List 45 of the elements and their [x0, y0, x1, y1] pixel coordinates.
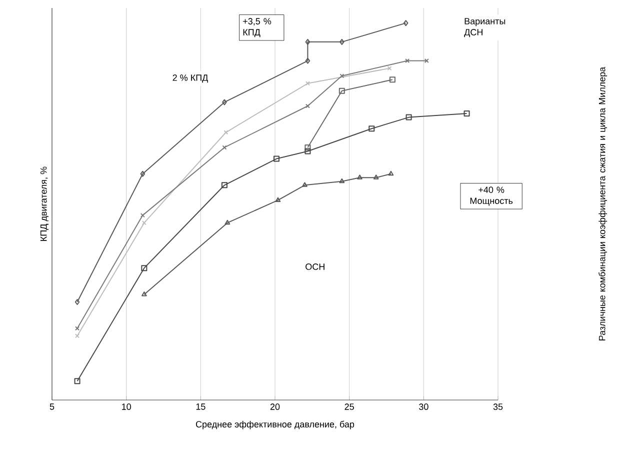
point — [368, 126, 375, 132]
point — [389, 76, 396, 83]
point — [405, 58, 410, 64]
annotation: +3,5 % КПД — [243, 18, 272, 38]
point — [406, 114, 412, 120]
point — [222, 145, 227, 150]
x-tick-label: 30 — [419, 404, 428, 410]
x-tick-label: 5 — [50, 404, 54, 410]
text: Различные комбинации коэффициента сжатия и цикла Миллера — [598, 66, 608, 340]
point — [74, 378, 80, 384]
point — [304, 148, 311, 154]
point — [140, 213, 145, 218]
point — [373, 174, 379, 180]
x-axis-title: Среднее эффективное давление, бар — [196, 420, 354, 430]
point — [305, 58, 310, 64]
point — [340, 74, 344, 78]
point — [140, 170, 146, 177]
point — [275, 197, 281, 202]
point — [304, 144, 311, 150]
annotation: ОСН — [306, 264, 324, 270]
point — [338, 88, 345, 94]
annotation: 2 % КПД — [172, 74, 208, 83]
point — [357, 174, 362, 180]
annotation: Варианты ДСН — [464, 18, 506, 38]
point — [142, 220, 146, 226]
x-tick-label: 25 — [344, 404, 354, 410]
point — [305, 38, 310, 45]
point — [305, 104, 310, 108]
point — [302, 182, 308, 187]
x-tick-label: 20 — [270, 404, 280, 410]
point — [221, 182, 228, 188]
x-tick-label: 15 — [196, 404, 206, 410]
point — [339, 178, 345, 184]
x-tick-label: 10 — [122, 404, 131, 410]
point — [141, 265, 148, 272]
point — [273, 156, 280, 162]
point — [464, 110, 470, 117]
point — [305, 81, 310, 86]
point — [224, 220, 230, 225]
point — [340, 38, 344, 45]
y-axis-title: КПД двигателя, % — [40, 166, 48, 241]
x-tick-label: 35 — [493, 404, 503, 410]
point — [224, 130, 228, 135]
annotation: +40 % Мощность — [470, 186, 513, 206]
point — [222, 99, 227, 106]
